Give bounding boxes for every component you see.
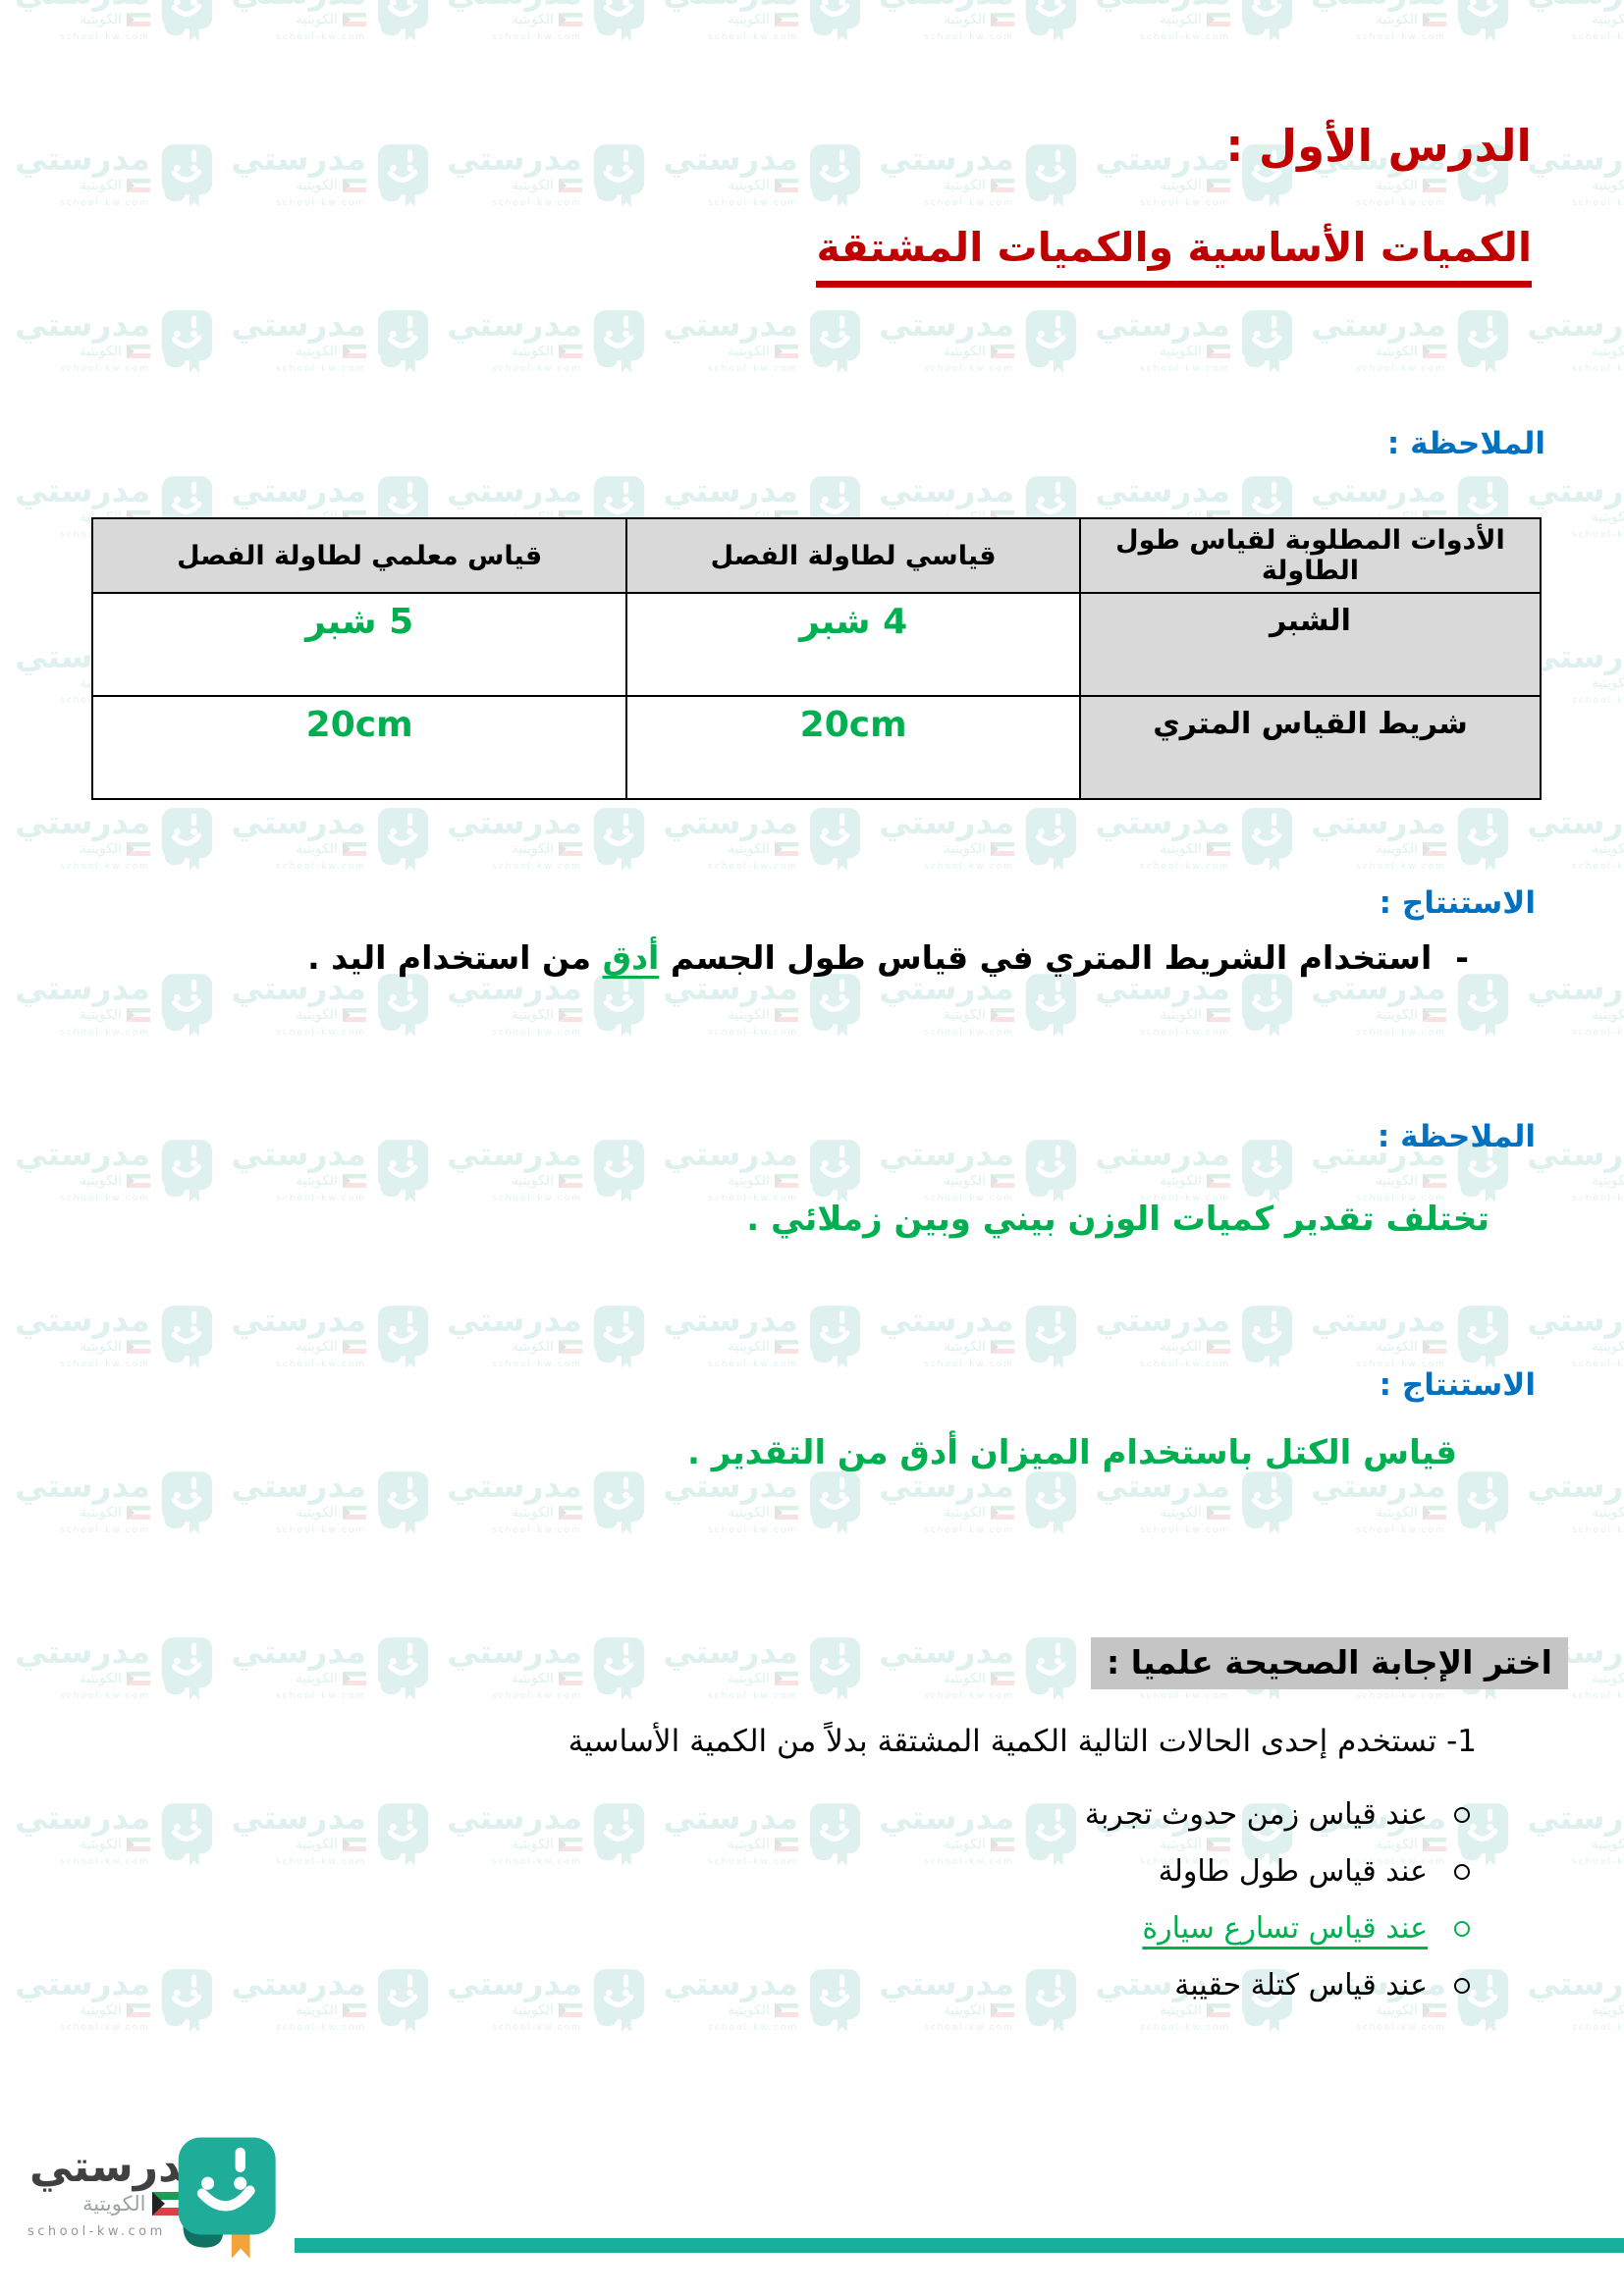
quiz-question: 1- تستخدم إحدى الحالات التالية الكمية ال… [568, 1724, 1477, 1759]
value-cell: 4 شبر [625, 592, 1081, 697]
quiz-option: عند قياس طول طاولة [1085, 1851, 1470, 1893]
quiz-heading: اختر الإجابة الصحيحة علميا : [1091, 1637, 1568, 1689]
table-row: الشبر 4 شبر 5 شبر [90, 592, 1543, 697]
footer-website-text: school-kw.com [27, 2224, 166, 2239]
value-cell: 5 شبر [90, 592, 628, 697]
quiz-option: عند قياس كتلة حقيبة [1085, 1965, 1470, 2006]
school-logo-icon [178, 2137, 276, 2259]
option-label: عند قياس تسارع سيارة [1142, 1911, 1428, 1946]
note2-text: تختلف تقدير كميات الوزن بيني وبين زملائي… [746, 1200, 1489, 1239]
value-cell: 20cm [625, 695, 1081, 800]
footer-brand-text: مدرستي [29, 2142, 210, 2192]
option-label: عند قياس طول طاولة [1158, 1854, 1428, 1889]
note1-label: الملاحظة : [1386, 426, 1545, 461]
option-circle-bullet [1454, 1864, 1470, 1880]
lesson-subtitle: الكميات الأساسية والكميات المشتقة [816, 224, 1532, 288]
measurement-table: الأدوات المطلوبة لقياس طول الطاولة قياسي… [90, 517, 1543, 800]
dash-bullet: - [1455, 938, 1469, 977]
option-label: عند قياس زمن حدوث تجربة [1084, 1797, 1428, 1832]
note2-label: الملاحظة : [1377, 1119, 1536, 1154]
quiz-option: عند قياس زمن حدوث تجربة [1085, 1794, 1470, 1836]
option-circle-bullet [1454, 1807, 1470, 1823]
conclusion1-highlight: أدق [602, 938, 660, 977]
conclusion2-text: قياس الكتل باستخدام الميزان أدق من التقد… [687, 1433, 1457, 1472]
table-header-tools: الأدوات المطلوبة لقياس طول الطاولة [1078, 517, 1543, 594]
table-row: شريط القياس المتري 20cm 20cm [90, 695, 1543, 800]
lesson-title: الدرس الأول : [1225, 120, 1532, 172]
table-header-row: الأدوات المطلوبة لقياس طول الطاولة قياسي… [90, 517, 1543, 594]
quiz-option-correct: عند قياس تسارع سيارة [1085, 1908, 1470, 1949]
conclusion1-before: استخدام الشريط المتري في قياس طول الجسم [659, 938, 1433, 977]
option-circle-bullet [1454, 1978, 1470, 1994]
footer-accent-bar [295, 2238, 1624, 2253]
quiz-options: عند قياس زمن حدوث تجربة عند قياس طول طاو… [1085, 1794, 1470, 2006]
option-circle-bullet [1454, 1921, 1470, 1937]
conclusion1-text: -استخدام الشريط المتري في قياس طول الجسم… [307, 938, 1469, 977]
conclusion1-after: من استخدام اليد . [307, 938, 603, 977]
conclusion1-label: الاستنتاج : [1379, 885, 1536, 921]
footer-sub-text: الكويتية [82, 2192, 146, 2216]
tool-cell: شريط القياس المتري [1078, 695, 1543, 800]
table-header-teacher-measure: قياس معلمي لطاولة الفصل [90, 517, 628, 594]
conclusion2-label: الاستنتاج : [1379, 1367, 1536, 1403]
value-cell: 20cm [90, 695, 628, 800]
table-header-my-measure: قياسي لطاولة الفصل [625, 517, 1081, 594]
tool-cell: الشبر [1078, 592, 1543, 697]
option-label: عند قياس كتلة حقيبة [1174, 1968, 1428, 2002]
